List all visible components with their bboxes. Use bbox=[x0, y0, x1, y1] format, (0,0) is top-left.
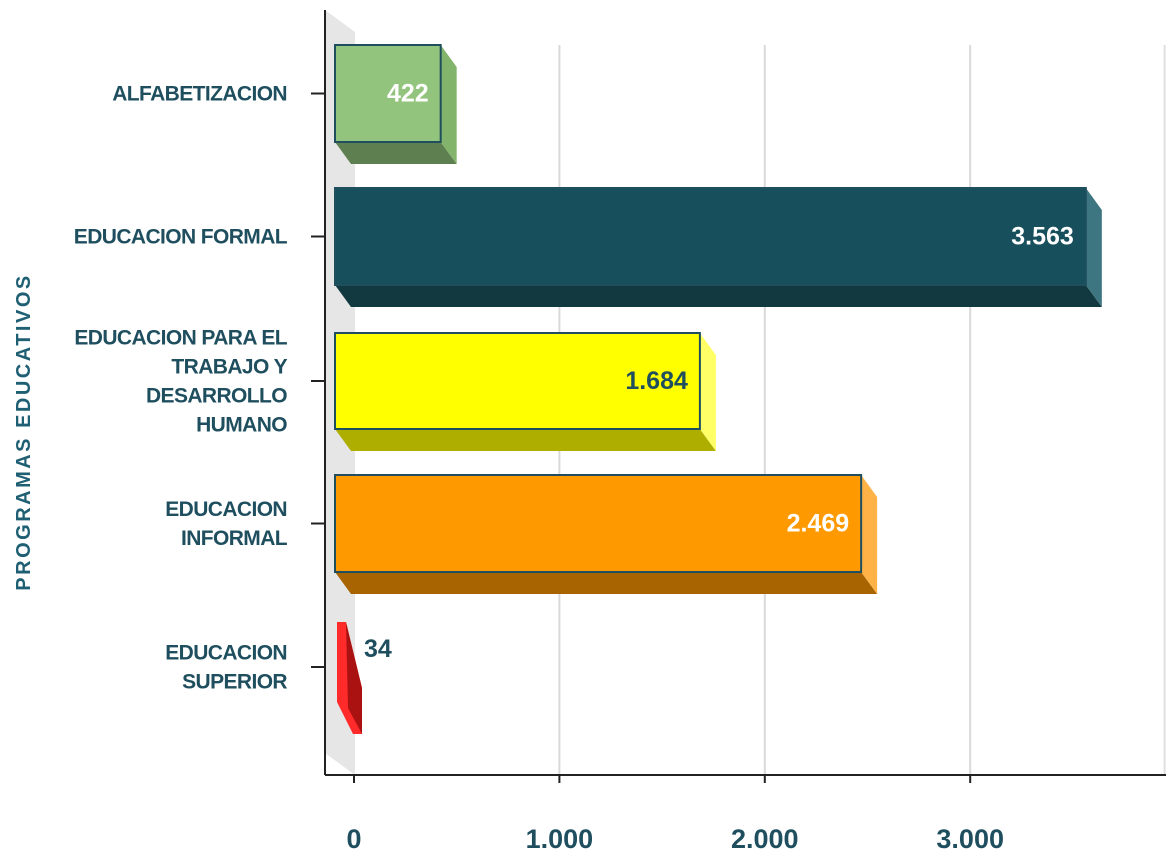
data-label-0: 422 bbox=[387, 80, 429, 108]
category-label-0: ALFABETIZACION bbox=[112, 83, 287, 106]
data-label-1: 3.563 bbox=[1011, 223, 1074, 251]
category-label-3: EDUCACION INFORMAL bbox=[165, 498, 288, 550]
bar-bottom-1 bbox=[335, 285, 1102, 307]
bar-1 bbox=[334, 187, 1087, 286]
bar-2 bbox=[334, 332, 701, 430]
bar-side-4 bbox=[346, 622, 362, 734]
data-label-4: 34 bbox=[364, 635, 392, 663]
bar-0 bbox=[334, 44, 442, 143]
bar-side-1 bbox=[1085, 188, 1102, 307]
data-label-3: 2.469 bbox=[787, 510, 850, 538]
y-axis-title: PROGRAMAS EDUCATIVOS bbox=[13, 273, 35, 590]
x-tick-label-0: 0 bbox=[346, 824, 361, 854]
bar-bottom-3 bbox=[335, 572, 878, 594]
category-label-2: EDUCACION PARA EL TRABAJO Y DESARROLLO HUMA… bbox=[74, 327, 287, 437]
x-tick-label-2: 2.000 bbox=[731, 824, 799, 854]
x-tick-label-3: 3.000 bbox=[936, 824, 1004, 854]
bar-bottom-2 bbox=[335, 429, 716, 451]
x-tick-label-1: 1.000 bbox=[526, 824, 594, 854]
bar-bottom-0 bbox=[335, 142, 457, 164]
category-label-4: EDUCACION SUPERIOR bbox=[165, 642, 287, 694]
bar-side-2 bbox=[699, 333, 716, 451]
bar-side-3 bbox=[861, 475, 878, 594]
category-label-1: EDUCACION FORMAL bbox=[74, 226, 288, 249]
bar-3 bbox=[334, 474, 863, 573]
data-label-2: 1.684 bbox=[625, 367, 688, 395]
bar-side-0 bbox=[440, 45, 457, 164]
